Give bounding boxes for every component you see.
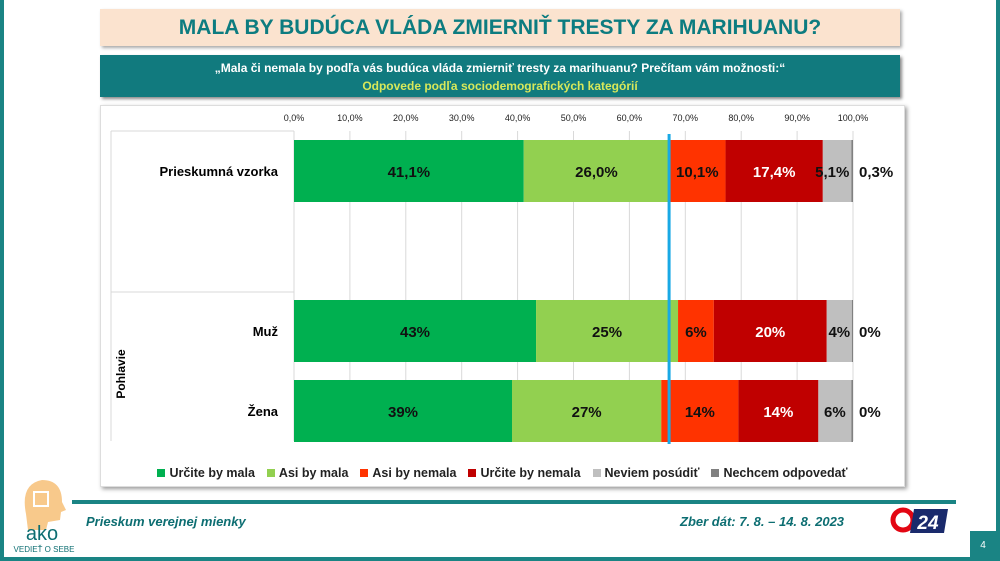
bar-segment: [713, 300, 827, 362]
data-label: 20%: [755, 324, 785, 341]
data-label: 41,1%: [388, 164, 431, 181]
bar-segment: [851, 300, 853, 362]
footer-date: Zber dát: 7. 8. – 14. 8. 2023: [680, 514, 845, 529]
data-label: 0,3%: [859, 164, 893, 181]
logo-text: ako: [26, 523, 58, 542]
logo-tagline: VEDIEŤ O SEBE: [13, 545, 75, 554]
data-label: 39%: [388, 404, 418, 421]
x-tick-label: 10,0%: [337, 113, 363, 123]
legend-item: Určite by mala: [157, 466, 255, 480]
stacked-bar-chart: 0,0% 10,0% 20,0% 30,0% 40,0% 50,0% 60,0% 70,0% 8…: [110, 113, 893, 444]
bar-segment: [536, 300, 679, 362]
data-label: 6%: [824, 404, 846, 421]
legend: Určite by mala Asi by mala Asi by nemala Ur…: [101, 466, 904, 480]
question-subtitle: Odpovede podľa sociodemografických kateg…: [362, 79, 638, 93]
tv-logo: 24: [890, 507, 948, 534]
x-tick-label: 60,0%: [617, 113, 643, 123]
bar-segment: [725, 140, 823, 202]
category-label: Prieskumná vzorka: [159, 164, 278, 179]
data-label: 10,1%: [676, 164, 719, 181]
x-tick-label: 50,0%: [561, 113, 587, 123]
data-label: 25%: [592, 324, 622, 341]
bar-segment: [294, 140, 524, 202]
legend-swatch: [266, 469, 275, 477]
legend-label: Určite by nemala: [480, 466, 581, 480]
data-label: 0%: [859, 324, 881, 341]
legend-label: Neviem posúdiť: [604, 466, 700, 480]
chart-area: 0,0% 10,0% 20,0% 30,0% 40,0% 50,0% 60,0% 70,0% 8…: [100, 105, 905, 487]
footer-divider: [72, 500, 956, 504]
data-label: 5,1%: [815, 164, 849, 181]
legend-item: Určite by nemala: [468, 466, 581, 480]
x-tick-label: 100,0%: [838, 113, 869, 123]
bar-segment: [669, 140, 726, 202]
bar-segment: [512, 380, 662, 442]
bar-segment: [661, 380, 739, 442]
legend-label: Nechcem odpovedať: [723, 466, 848, 480]
question-text: „Mala či nemala by podľa vás budúca vlád…: [214, 61, 786, 75]
data-label: 14%: [763, 404, 793, 421]
legend-swatch: [592, 469, 601, 477]
bar-segment: [851, 140, 853, 202]
group-label: Pohlavie: [114, 349, 128, 399]
data-label: 27%: [572, 404, 602, 421]
legend-swatch: [360, 469, 369, 477]
data-label: 43%: [400, 324, 430, 341]
x-tick-label: 20,0%: [393, 113, 419, 123]
page-number: 4: [970, 531, 996, 561]
ako-logo: ako: [24, 480, 66, 542]
bar-segment: [294, 380, 513, 442]
bar-segment: [678, 300, 714, 362]
bar-segment: [523, 140, 670, 202]
footer-left: Prieskum verejnej mienky: [86, 514, 246, 529]
legend-item: Asi by nemala: [360, 466, 456, 480]
bar-segment: [294, 300, 537, 362]
data-label: 4%: [828, 324, 850, 341]
legend-label: Určite by mala: [169, 466, 255, 480]
bar-segment: [818, 380, 852, 442]
legend-item: Asi by mala: [266, 466, 349, 480]
bar-segment: [851, 380, 853, 442]
legend-item: Nechcem odpovedať: [711, 466, 848, 480]
category-label: Žena: [248, 404, 279, 419]
legend-label: Asi by mala: [278, 466, 349, 480]
data-label: 26,0%: [575, 164, 618, 181]
x-tick-label: 70,0%: [673, 113, 699, 123]
x-tick-label: 0,0%: [284, 113, 305, 123]
x-tick-label: 30,0%: [449, 113, 475, 123]
bar-segment: [822, 140, 852, 202]
data-label: 14%: [685, 404, 715, 421]
bar-segment: [738, 380, 819, 442]
category-label: Muž: [253, 324, 279, 339]
legend-label: Asi by nemala: [372, 466, 457, 480]
legend-item: Neviem posúdiť: [592, 466, 700, 480]
question-box: „Mala či nemala by podľa vás budúca vlád…: [100, 55, 900, 97]
tv-logo-text: 24: [916, 513, 939, 534]
data-label: 17,4%: [753, 164, 796, 181]
slide-title: MALA BY BUDÚCA VLÁDA ZMIERNIŤ TRESTY ZA …: [100, 9, 900, 46]
data-label: 6%: [685, 324, 707, 341]
data-label: 0%: [859, 404, 881, 421]
x-tick-label: 90,0%: [784, 113, 810, 123]
x-tick-label: 40,0%: [505, 113, 531, 123]
legend-swatch: [157, 469, 166, 477]
bar-segment: [826, 300, 852, 362]
legend-swatch: [711, 469, 720, 477]
x-tick-label: 80,0%: [728, 113, 754, 123]
legend-swatch: [468, 469, 477, 477]
